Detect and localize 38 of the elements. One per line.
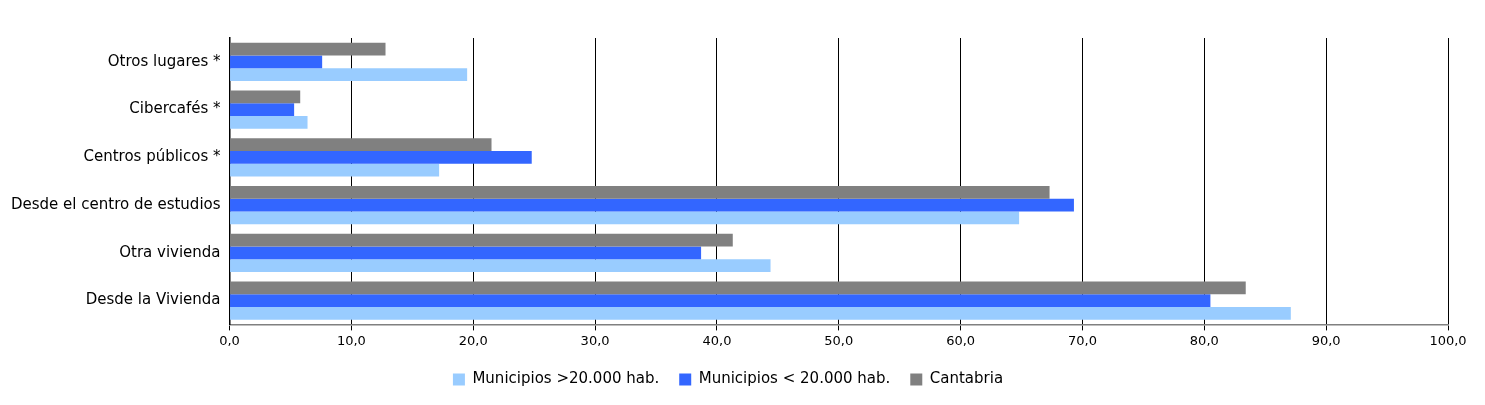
x-tick-label: 10,0 [336,332,366,348]
y-tick-label: Desde la Vivienda [85,290,221,309]
legend-label: Municipios < 20.000 hab. [698,369,891,388]
x-tick-label: 90,0 [1311,332,1341,348]
y-tick-label: Centros públicos * [83,147,222,166]
x-tick-label: 100,0 [1429,332,1467,348]
x-tick-label: 0,0 [219,332,240,348]
y-tick-label: Cibercafés * [129,99,222,118]
bar [230,68,468,81]
y-tick-label: Otra vivienda [119,242,221,261]
x-tick-label: 50,0 [824,332,854,348]
bar [230,138,492,151]
bar [230,163,440,177]
legend-label: Municipios >20.000 hab. [472,369,660,388]
bar [230,294,1211,307]
bar [230,306,1291,320]
bar [230,233,733,247]
y-tick-label: Desde el centro de estudios [10,194,221,213]
x-tick-label: 40,0 [702,332,732,348]
bar [230,281,1246,295]
bar [230,55,323,69]
bar [230,198,1074,212]
legend-label: Cantabria [929,369,1004,388]
bar [230,246,702,260]
bar [230,259,771,272]
bar [230,150,532,164]
x-tick-label: 70,0 [1067,332,1097,348]
bar [230,115,308,129]
bar [230,90,301,104]
bar [230,103,295,116]
y-tick-label: Otros lugares * [107,51,222,70]
x-tick-label: 20,0 [458,332,488,348]
x-tick-label: 30,0 [580,332,610,348]
bar [230,42,386,56]
x-tick-label: 60,0 [946,332,976,348]
bar [230,185,1050,199]
bar [230,211,1020,225]
x-tick-label: 80,0 [1189,332,1219,348]
